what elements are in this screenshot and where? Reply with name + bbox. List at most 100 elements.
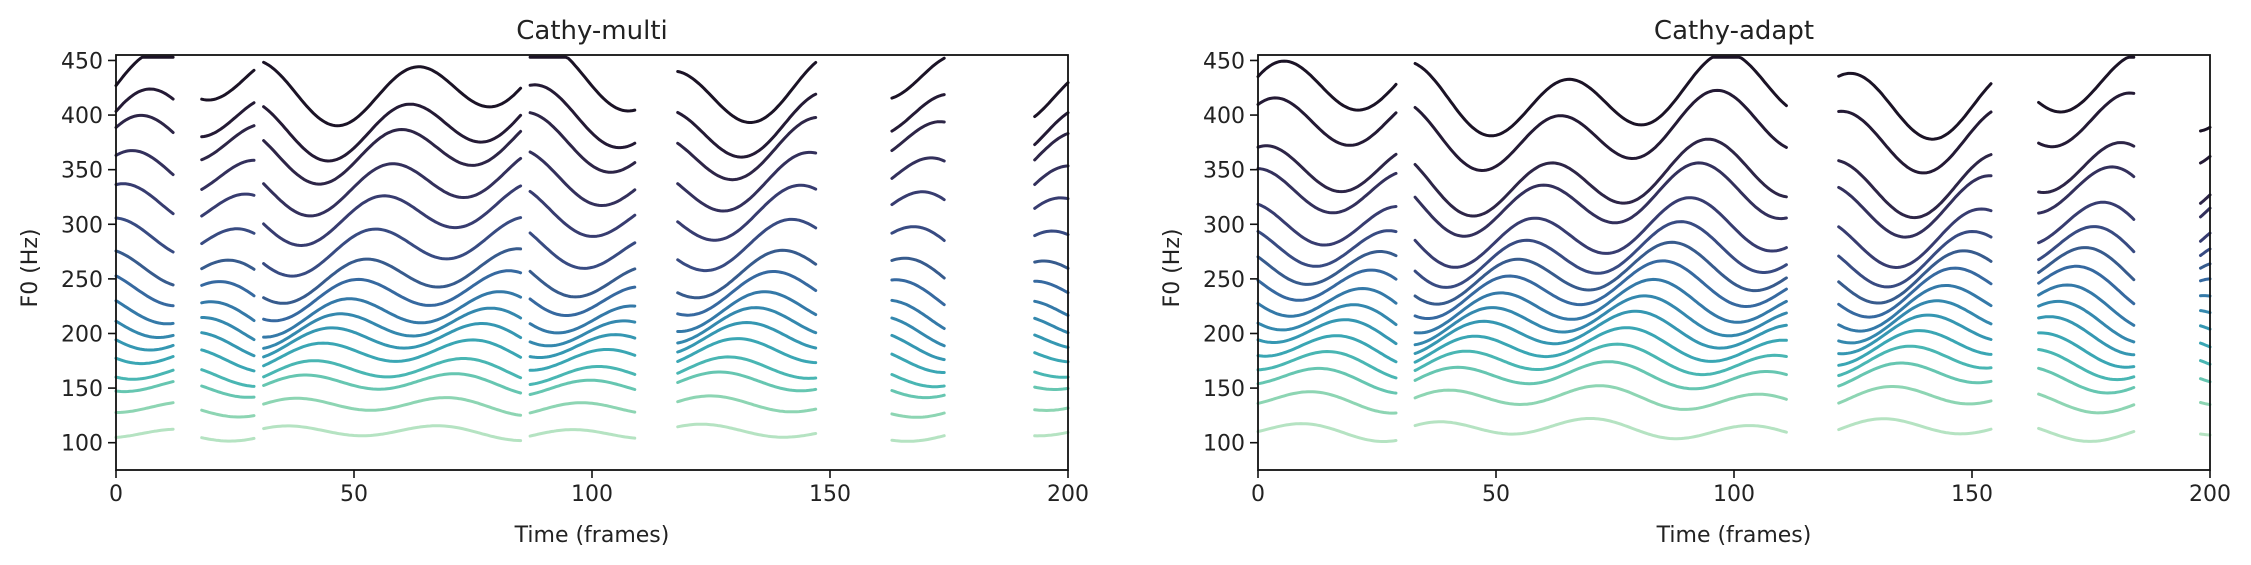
x-axis-label: Time (frames) — [514, 523, 670, 548]
f0-curve-segment — [2037, 299, 2136, 344]
f0-curve-segment — [890, 93, 946, 133]
f0-curve-segment — [676, 150, 818, 213]
f0-curve-segment — [2199, 231, 2212, 243]
f0-curve-segment — [200, 124, 256, 162]
axis-ticks: 0 50 100 150 200 100 150 200 250 300 350 400 450 — [61, 49, 1089, 507]
f0-curve-segment — [262, 338, 523, 368]
f0-curve-segment — [528, 150, 637, 207]
plot-frame — [115, 54, 1069, 471]
f0-curve-segment — [2037, 165, 2136, 215]
f0-curve-segment — [1256, 59, 1398, 112]
f0-curve-segment — [1033, 259, 1070, 270]
f0-curve-segment — [2199, 277, 2212, 283]
f0-curve-segment — [528, 428, 637, 440]
f0-curve-segment — [262, 357, 523, 380]
f0-curve-segment — [676, 422, 818, 439]
f0-curve-segment — [528, 83, 637, 150]
f0-curve-segment — [1837, 109, 1993, 175]
axis-ticks: 0 50 100 150 200 100 150 200 250 300 350 400 450 — [1203, 49, 2231, 507]
f0-curve-segment — [200, 300, 256, 323]
f0-curve-segment — [1033, 351, 1070, 364]
f0-curve-segment — [1256, 318, 1398, 346]
f0-curve-segment — [114, 149, 175, 177]
f0-curve-segment — [2199, 262, 2212, 270]
f0-curve-segment — [114, 274, 175, 308]
f0-curve-segment — [890, 434, 946, 443]
f0-curve-segment — [2199, 154, 2212, 165]
f0-curve-segment — [1033, 370, 1070, 379]
f0-curve-segment — [1413, 309, 1788, 355]
f0-curve-segment — [2037, 366, 2136, 395]
f0-curve-segment — [676, 270, 818, 317]
f0-curve-segment — [528, 378, 637, 396]
y-tick-label: 200 — [61, 322, 103, 347]
x-axis-label: Time (frames) — [1656, 523, 1812, 548]
f0-curve-segment — [114, 299, 175, 326]
f0-curve-segment — [200, 192, 256, 218]
f0-curve-segment — [890, 278, 946, 307]
f0-curve-segment — [1413, 220, 1788, 289]
y-axis-label: F0 (Hz) — [1160, 229, 1185, 308]
f0-curve-segment — [1837, 153, 1993, 220]
f0-curve-segment — [2199, 432, 2212, 437]
f0-curve-segment — [2199, 377, 2212, 384]
f0-curve-segment — [890, 56, 946, 100]
f0-curve-segment — [262, 372, 523, 395]
f0-curves — [114, 55, 1070, 443]
f0-curve-segment — [1033, 299, 1070, 317]
f0-curve-segment — [1837, 71, 1993, 141]
chart-cathy-multi: Cathy-multi Time (frames) F0 (Hz) 0 50 100… — [18, 16, 1089, 548]
f0-curve-segment — [2037, 392, 2136, 415]
f0-curve-segment — [114, 427, 175, 439]
f0-curve-segment — [1413, 196, 1788, 269]
f0-curve-segment — [2199, 206, 2212, 219]
f0-curve-segment — [676, 183, 818, 242]
f0-curve-segment — [676, 92, 818, 159]
f0-curve-segment — [1256, 250, 1398, 286]
f0-curve-segment — [114, 249, 175, 287]
f0-curve-segment — [890, 411, 946, 419]
f0-curve-segment — [2037, 91, 2136, 149]
f0-curve-segment — [890, 333, 946, 362]
f0-curve-segment — [890, 190, 946, 207]
f0-curve-segment — [200, 331, 256, 358]
y-tick-label: 400 — [61, 104, 103, 129]
y-tick-label: 250 — [1203, 268, 1245, 293]
x-tick-label: 100 — [571, 482, 613, 507]
f0-curve-segment — [2037, 331, 2136, 369]
f0-curve-segment — [890, 256, 946, 280]
f0-curve-segment — [890, 156, 946, 180]
f0-curve-segment — [676, 248, 818, 300]
f0-curve-segment — [528, 285, 637, 317]
x-tick-label: 50 — [340, 482, 368, 507]
f0-curve-segment — [200, 280, 256, 298]
x-tick-label: 0 — [109, 482, 123, 507]
f0-curve-segment — [1033, 279, 1070, 295]
f0-curve-segment — [1256, 303, 1398, 332]
f0-curve-segment — [1033, 406, 1070, 412]
f0-curve-segment — [114, 380, 175, 394]
y-tick-label: 400 — [1203, 104, 1245, 129]
f0-curve-segment — [262, 290, 523, 339]
f0-curve-segment — [1837, 207, 1993, 269]
f0-curve-segment — [1413, 259, 1788, 320]
f0-curve-segment — [1837, 174, 1993, 239]
f0-curve-segment — [1256, 350, 1398, 380]
f0-curve-segment — [1837, 249, 1993, 305]
f0-curve-segment — [262, 60, 523, 128]
f0-curve-segment — [528, 401, 637, 415]
f0-curve-segment — [1837, 313, 1993, 356]
f0-curve-segment — [2199, 125, 2212, 133]
y-tick-label: 150 — [61, 377, 103, 402]
plot-frame — [1257, 54, 2211, 471]
f0-curve-segment — [1033, 111, 1070, 147]
f0-curve-segment — [2037, 141, 2136, 194]
f0-curve-segment — [114, 182, 175, 216]
f0-curve-segment — [2199, 294, 2212, 298]
f0-curve-segment — [676, 337, 818, 365]
f0-curve-segment — [114, 113, 175, 134]
y-tick-label: 150 — [1203, 377, 1245, 402]
f0-curve-segment — [1413, 294, 1788, 347]
f0-curve-segment — [1413, 161, 1788, 238]
f0-curve-segment — [528, 189, 637, 238]
